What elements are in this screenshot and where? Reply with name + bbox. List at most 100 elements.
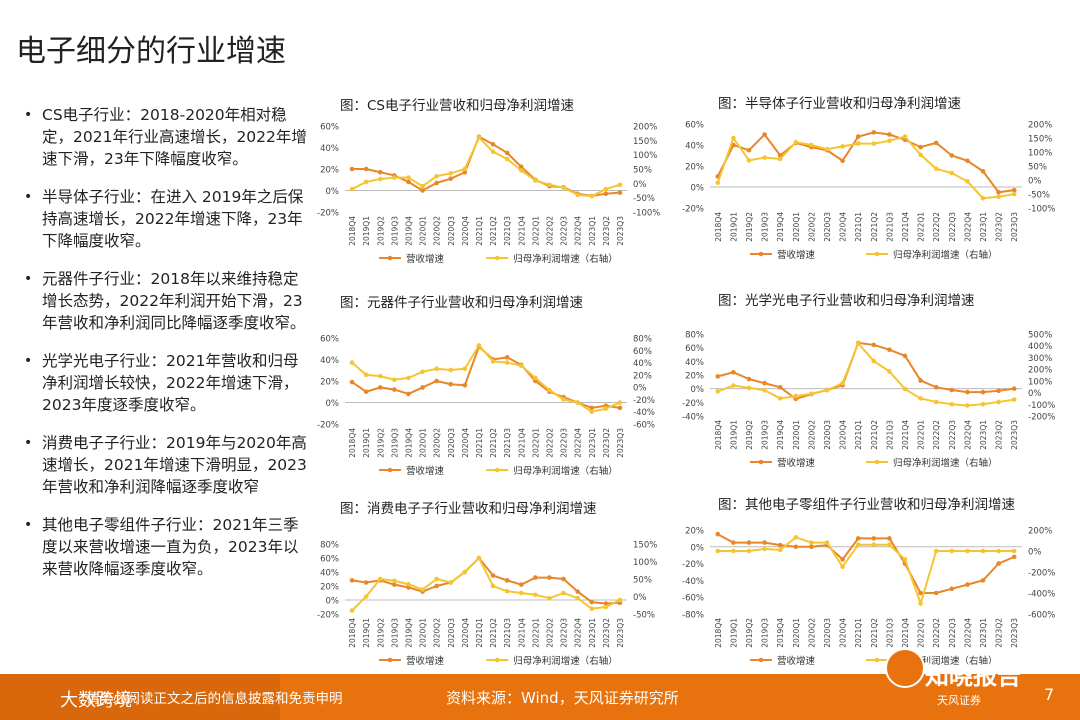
bullet-semiconductor: 半导体子行业：在进入 2019年之后保持高速增长，2022年增速下降，23年下降…	[22, 186, 307, 252]
y-right-tick-label: 80%	[633, 335, 652, 345]
y-right-tick-label: -50%	[633, 611, 655, 621]
profit-data-point	[809, 391, 814, 397]
profit-data-point	[420, 183, 425, 189]
revenue-data-point	[980, 168, 986, 174]
legend-revenue-marker	[758, 657, 764, 663]
x-tick-label: 2020Q3	[447, 216, 456, 246]
profit-data-point	[824, 387, 830, 393]
profit-data-point	[518, 168, 524, 173]
revenue-data-point	[933, 590, 939, 596]
x-tick-label: 2021Q2	[870, 212, 879, 242]
profit-data-point	[377, 576, 383, 582]
revenue-data-point	[715, 531, 721, 537]
x-tick-label: 2021Q3	[885, 420, 894, 450]
chart-optoelectronics: 80% 60% 40% 20% 0% -20% -40% 500%400% 300% 200%10…	[682, 331, 1055, 470]
y-right-tick-label: 0%	[633, 593, 647, 603]
profit-data-point	[406, 375, 411, 381]
revenue-data-point	[1011, 554, 1017, 560]
revenue-data-point	[996, 388, 1001, 394]
y-left-tick-label: 40%	[685, 142, 704, 152]
x-tick-label: 2020Q4	[839, 420, 848, 450]
legend-profit-marker	[874, 459, 880, 465]
profit-data-point	[918, 601, 923, 606]
revenue-data-point	[933, 140, 939, 146]
profit-data-point	[980, 548, 986, 554]
profit-data-point	[434, 173, 439, 179]
legend-revenue-label: 营收增速	[406, 253, 445, 265]
profit-data-point	[902, 386, 908, 392]
x-tick-label: 2021Q3	[503, 428, 512, 458]
revenue-data-point	[996, 561, 1001, 566]
y-left-tick-label: 0%	[326, 399, 340, 409]
x-tick-label: 2022Q1	[917, 618, 926, 648]
profit-data-point	[561, 185, 566, 190]
bullet-optoelectronics: 光学光电子行业：2021年营收和归母净利润增长较快，2022年增速下滑，2023…	[22, 350, 307, 416]
profit-data-point	[349, 608, 355, 613]
x-tick-label: 2020Q4	[461, 618, 470, 648]
revenue-data-point	[434, 583, 439, 589]
legend-revenue-marker	[387, 657, 393, 663]
profit-data-point	[504, 588, 510, 594]
watermark-text: 知晓报告	[925, 662, 1021, 690]
profit-data-point	[448, 171, 454, 176]
profit-data-point	[840, 144, 845, 149]
profit-data-point	[746, 548, 752, 554]
profit-data-point	[504, 156, 510, 162]
x-tick-label: 2019Q2	[745, 420, 754, 450]
x-tick-label: 2021Q2	[870, 420, 879, 450]
y-left-tick-label: 40%	[320, 144, 339, 154]
x-tick-label: 2023Q2	[995, 618, 1004, 648]
revenue-data-point	[1011, 187, 1017, 193]
revenue-data-point	[965, 158, 970, 164]
y-left-tick-label: 20%	[320, 583, 339, 593]
x-tick-label: 2022Q3	[560, 618, 569, 648]
x-tick-label: 2022Q3	[948, 420, 957, 450]
x-tick-label: 2019Q2	[376, 428, 385, 458]
revenue-data-point	[949, 387, 955, 393]
x-tick-label: 2022Q1	[531, 216, 540, 246]
y-left-tick-label: 60%	[320, 123, 339, 133]
profit-data-point	[793, 535, 799, 540]
y-left-tick-label: 80%	[685, 331, 704, 341]
y-left-tick-label: -40%	[682, 413, 704, 423]
profit-data-point	[617, 597, 623, 603]
profit-series-line	[351, 556, 621, 612]
revenue-data-point	[434, 378, 439, 384]
x-tick-label: 2022Q2	[545, 618, 554, 648]
x-tick-label: 2022Q2	[932, 212, 941, 242]
x-tick-label: 2019Q4	[776, 212, 785, 242]
y-right-tick-label: 100%	[633, 151, 657, 161]
profit-data-point	[840, 380, 845, 386]
revenue-data-point	[377, 385, 383, 390]
legend-revenue-label: 营收增速	[406, 655, 445, 667]
x-tick-label: 2018Q4	[348, 428, 357, 458]
profit-data-point	[731, 135, 736, 141]
x-tick-label: 2020Q4	[839, 212, 848, 242]
y-left-tick-label: 0%	[326, 187, 340, 197]
chart-consumer: 80% 60% 40% 20% 0% -20% 150% 100% 50% 0% -50% 2018Q…	[317, 541, 657, 668]
y-right-tick-label: -50%	[1028, 191, 1050, 201]
x-tick-label: 2020Q3	[447, 428, 456, 458]
profit-data-point	[996, 194, 1001, 200]
revenue-series-line	[717, 341, 1015, 401]
x-tick-label: 2021Q4	[901, 212, 910, 242]
profit-data-point	[840, 564, 845, 570]
revenue-data-point	[349, 578, 355, 583]
revenue-data-point	[603, 191, 609, 197]
revenue-series-line	[716, 131, 1015, 194]
x-tick-label: 2021Q2	[489, 618, 498, 648]
x-tick-label: 2023Q3	[1010, 420, 1019, 450]
revenue-data-point	[420, 188, 425, 193]
revenue-data-point	[855, 536, 861, 541]
profit-data-point	[1011, 397, 1017, 402]
legend-profit-label: 归母净利润增速（右轴）	[513, 655, 618, 667]
footer-source: 资料来源：Wind，天风证券研究所	[446, 689, 679, 707]
revenue-data-point	[871, 342, 877, 348]
y-right-tick-label: -50%	[633, 194, 655, 204]
revenue-data-point	[965, 389, 970, 395]
x-tick-label: 2023Q2	[995, 420, 1004, 450]
profit-data-point	[617, 400, 623, 405]
x-tick-label: 2023Q3	[616, 216, 625, 246]
profit-data-point	[918, 152, 923, 158]
x-tick-label: 2019Q2	[376, 618, 385, 648]
